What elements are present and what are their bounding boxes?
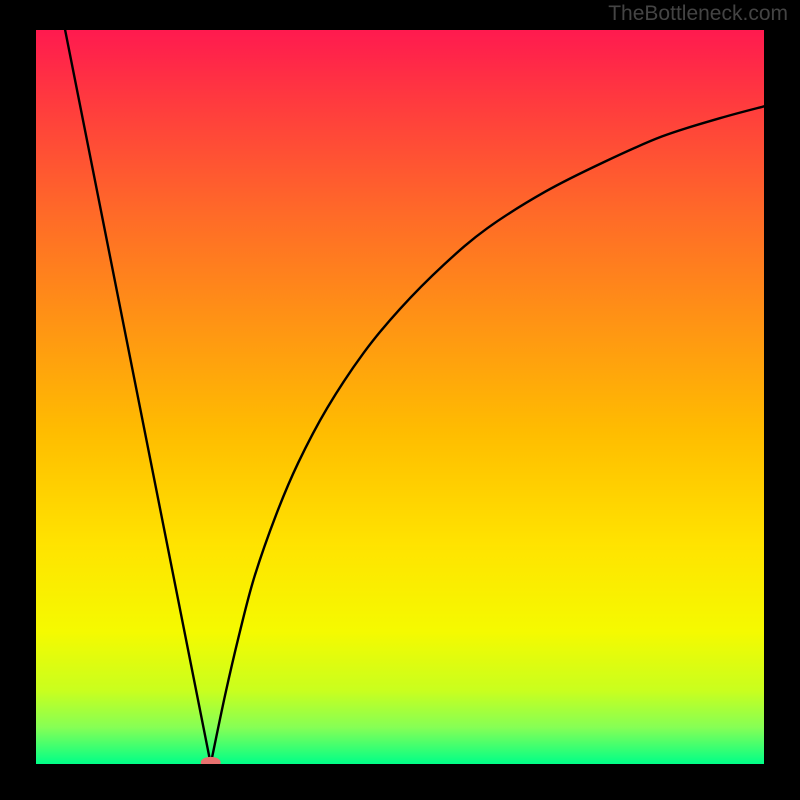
watermark-text: TheBottleneck.com xyxy=(608,2,788,26)
min-point-marker xyxy=(201,757,220,764)
chart-svg xyxy=(36,30,764,764)
plot-area xyxy=(36,30,764,764)
